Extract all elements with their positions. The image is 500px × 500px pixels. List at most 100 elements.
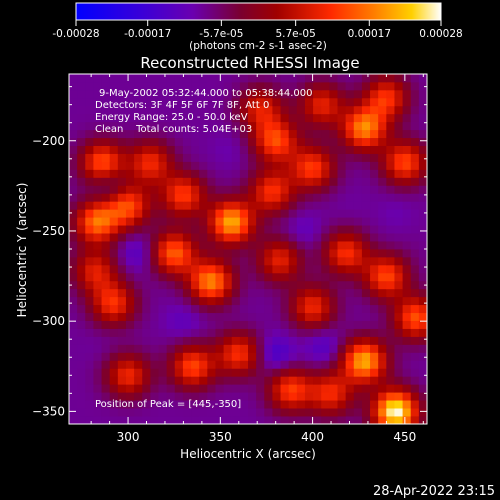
heatmap-cell: [256, 129, 265, 139]
heatmap-cell: [337, 217, 347, 226]
heatmap-cell: [239, 217, 249, 226]
heatmap-cell: [394, 256, 403, 266]
heatmap-cell: [158, 384, 168, 393]
heatmap-cell: [182, 328, 192, 337]
heatmap-cell: [280, 344, 290, 353]
heatmap-cell: [166, 129, 176, 139]
heatmap-cell: [101, 384, 111, 393]
heatmap-cell: [191, 304, 200, 314]
heatmap-cell: [313, 225, 322, 234]
heatmap-cell: [418, 408, 428, 417]
heatmap-cell: [321, 280, 330, 290]
heatmap-cell: [256, 209, 265, 218]
heatmap-cell: [386, 392, 395, 401]
heatmap-cell: [117, 336, 127, 345]
heatmap-cell: [256, 400, 265, 409]
heatmap-cell: [361, 169, 371, 178]
heatmap-cell: [313, 320, 322, 329]
heatmap-cell: [215, 97, 224, 107]
heatmap-cell: [231, 129, 241, 139]
heatmap-cell: [248, 209, 257, 218]
heatmap-cell: [272, 400, 281, 409]
heatmap-cell: [85, 193, 94, 202]
heatmap-cell: [256, 344, 265, 353]
heatmap-cell: [150, 74, 159, 83]
heatmap-cell: [361, 89, 371, 99]
heatmap-cell: [296, 225, 306, 234]
heatmap-cell: [117, 241, 127, 250]
heatmap-cell: [272, 193, 281, 202]
heatmap-cell: [125, 352, 135, 361]
heatmap-cell: [248, 296, 257, 306]
heatmap-cell: [207, 416, 216, 425]
heatmap-cell: [394, 408, 403, 417]
heatmap-cell: [158, 169, 168, 178]
heatmap-cell: [394, 74, 403, 83]
heatmap-cell: [280, 105, 290, 115]
heatmap-cell: [166, 312, 176, 321]
heatmap-cell: [394, 328, 403, 337]
heatmap-cell: [93, 241, 102, 250]
heatmap-cell: [288, 89, 298, 99]
heatmap-cell: [337, 344, 347, 353]
heatmap-cell: [280, 416, 290, 425]
heatmap-cell: [345, 217, 355, 226]
heatmap-cell: [313, 161, 322, 170]
heatmap-cell: [337, 241, 347, 250]
heatmap-cell: [207, 217, 216, 226]
heatmap-cell: [402, 193, 412, 202]
heatmap-cell: [321, 288, 330, 298]
heatmap-cell: [394, 233, 403, 242]
heatmap-cell: [134, 113, 143, 123]
heatmap-cell: [321, 320, 330, 329]
heatmap-cell: [69, 105, 78, 115]
heatmap-cell: [304, 153, 314, 162]
heatmap-cell: [69, 272, 78, 282]
heatmap-cell: [231, 105, 241, 115]
heatmap-cell: [101, 153, 111, 162]
heatmap-cell: [239, 241, 249, 250]
heatmap-cell: [69, 320, 78, 329]
heatmap-cell: [353, 344, 363, 353]
heatmap-cell: [329, 217, 338, 226]
heatmap-cell: [337, 169, 347, 178]
heatmap-cell: [304, 320, 314, 329]
heatmap-cell: [191, 177, 200, 186]
heatmap-cell: [142, 209, 151, 218]
heatmap-cell: [272, 304, 281, 314]
heatmap-cell: [134, 312, 143, 321]
heatmap-cell: [410, 336, 420, 345]
heatmap-cell: [345, 233, 355, 242]
heatmap-cell: [248, 129, 257, 139]
heatmap-cell: [109, 408, 119, 417]
heatmap-cell: [313, 113, 322, 123]
heatmap-cell: [125, 241, 135, 250]
heatmap-cell: [174, 209, 184, 218]
heatmap-cell: [304, 74, 314, 83]
heatmap-cell: [296, 400, 306, 409]
heatmap-cell: [77, 368, 86, 377]
heatmap-cell: [101, 392, 111, 401]
heatmap-cell: [166, 193, 176, 202]
heatmap-cell: [296, 304, 306, 314]
heatmap-cell: [288, 113, 298, 123]
heatmap-cell: [191, 352, 200, 361]
heatmap-cell: [410, 153, 420, 162]
heatmap-cell: [231, 74, 241, 83]
heatmap-cell: [313, 296, 322, 306]
heatmap-cell: [321, 161, 330, 170]
heatmap-cell: [199, 392, 208, 401]
heatmap-cell: [174, 280, 184, 290]
heatmap-cell: [134, 217, 143, 226]
heatmap-cell: [109, 121, 119, 131]
heatmap-cell: [337, 392, 347, 401]
heatmap-cell: [288, 225, 298, 234]
heatmap-cell: [182, 320, 192, 329]
heatmap-cell: [410, 384, 420, 393]
heatmap-cell: [329, 328, 338, 337]
heatmap-cell: [109, 280, 119, 290]
heatmap-cell: [353, 384, 363, 393]
heatmap-cell: [101, 312, 111, 321]
heatmap-cell: [125, 105, 135, 115]
heatmap-cell: [239, 408, 249, 417]
